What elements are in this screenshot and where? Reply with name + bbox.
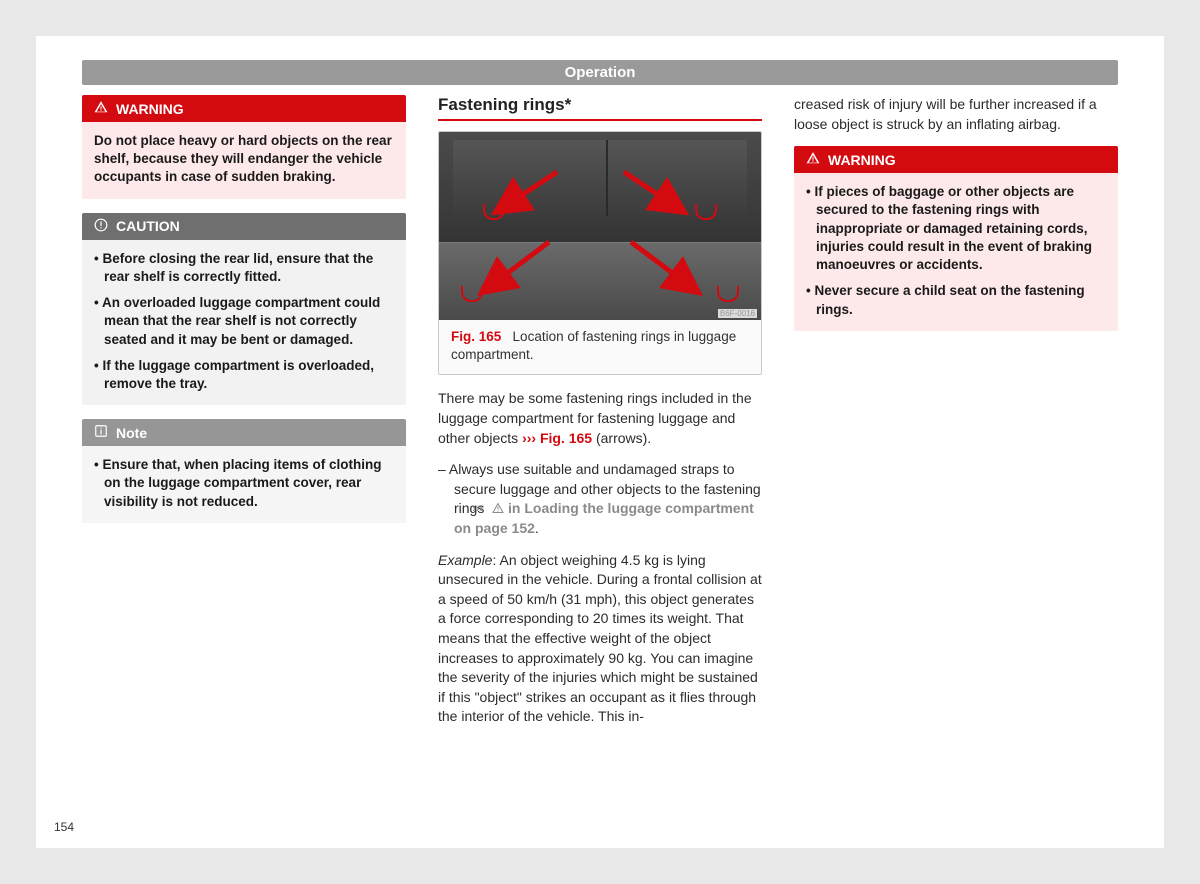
- arrows-overlay: [439, 132, 739, 320]
- figure-image: B6F-0016: [439, 132, 761, 320]
- dash-item: Always use suitable and undamaged straps…: [438, 460, 762, 538]
- warning-item: Never secure a child seat on the fasteni…: [806, 282, 1106, 318]
- warning-box-2: WARNING If pieces of baggage or other ob…: [794, 146, 1118, 331]
- caution-label: CAUTION: [116, 218, 180, 234]
- warning-icon: [806, 151, 820, 168]
- note-header: Note: [82, 419, 406, 446]
- page-number: 154: [54, 820, 74, 834]
- warning-header: WARNING: [794, 146, 1118, 173]
- warning-box-1: WARNING Do not place heavy or hard objec…: [82, 95, 406, 199]
- note-body: Ensure that, when placing items of cloth…: [82, 446, 406, 523]
- caution-item: Before closing the rear lid, ensure that…: [94, 250, 394, 286]
- figure-165: B6F-0016 Fig. 165 Location of fastening …: [438, 131, 762, 375]
- note-label: Note: [116, 425, 147, 441]
- text: (arrows).: [592, 430, 651, 446]
- figure-label: Fig. 165: [451, 329, 501, 344]
- text: .: [535, 520, 539, 536]
- info-icon: [94, 424, 108, 441]
- paragraph: Example: An object weighing 4.5 kg is ly…: [438, 551, 762, 727]
- cross-reference: ››› in Loading the luggage compartment o…: [454, 500, 754, 536]
- warning-icon: [94, 100, 108, 117]
- warning-body: Do not place heavy or hard objects on th…: [82, 122, 406, 199]
- warning-label: WARNING: [828, 152, 896, 168]
- chapter-header: Operation: [82, 60, 1118, 85]
- warning-text: Do not place heavy or hard objects on th…: [94, 132, 394, 187]
- figure-reference: ››› Fig. 165: [522, 430, 592, 446]
- caution-body: Before closing the rear lid, ensure that…: [82, 240, 406, 406]
- example-text: : An object weighing 4.5 kg is lying uns…: [438, 552, 762, 725]
- caution-box: CAUTION Before closing the rear lid, ens…: [82, 213, 406, 406]
- content-columns: WARNING Do not place heavy or hard objec…: [82, 95, 1118, 739]
- warning-body: If pieces of baggage or other objects ar…: [794, 173, 1118, 331]
- warning-icon: [492, 502, 504, 514]
- image-code: B6F-0016: [718, 309, 757, 318]
- caution-header: CAUTION: [82, 213, 406, 240]
- note-text: Ensure that, when placing items of cloth…: [94, 456, 394, 511]
- warning-label: WARNING: [116, 101, 184, 117]
- manual-page: Operation WARNING Do not place heavy or …: [36, 36, 1164, 848]
- column-2: Fastening rings*: [438, 95, 762, 739]
- paragraph-continuation: creased risk of injury will be further i…: [794, 95, 1118, 134]
- caution-item: An overloaded luggage compartment could …: [94, 294, 394, 349]
- paragraph: There may be some fastening rings includ…: [438, 389, 762, 448]
- warning-header: WARNING: [82, 95, 406, 122]
- section-heading: Fastening rings*: [438, 95, 762, 121]
- column-3: creased risk of injury will be further i…: [794, 95, 1118, 739]
- column-1: WARNING Do not place heavy or hard objec…: [82, 95, 406, 739]
- caution-item: If the luggage compartment is overloaded…: [94, 357, 394, 393]
- example-label: Example: [438, 552, 492, 568]
- note-box: Note Ensure that, when placing items of …: [82, 419, 406, 523]
- warning-item: If pieces of baggage or other objects ar…: [806, 183, 1106, 274]
- caution-icon: [94, 218, 108, 235]
- figure-caption: Fig. 165 Location of fastening rings in …: [439, 320, 761, 374]
